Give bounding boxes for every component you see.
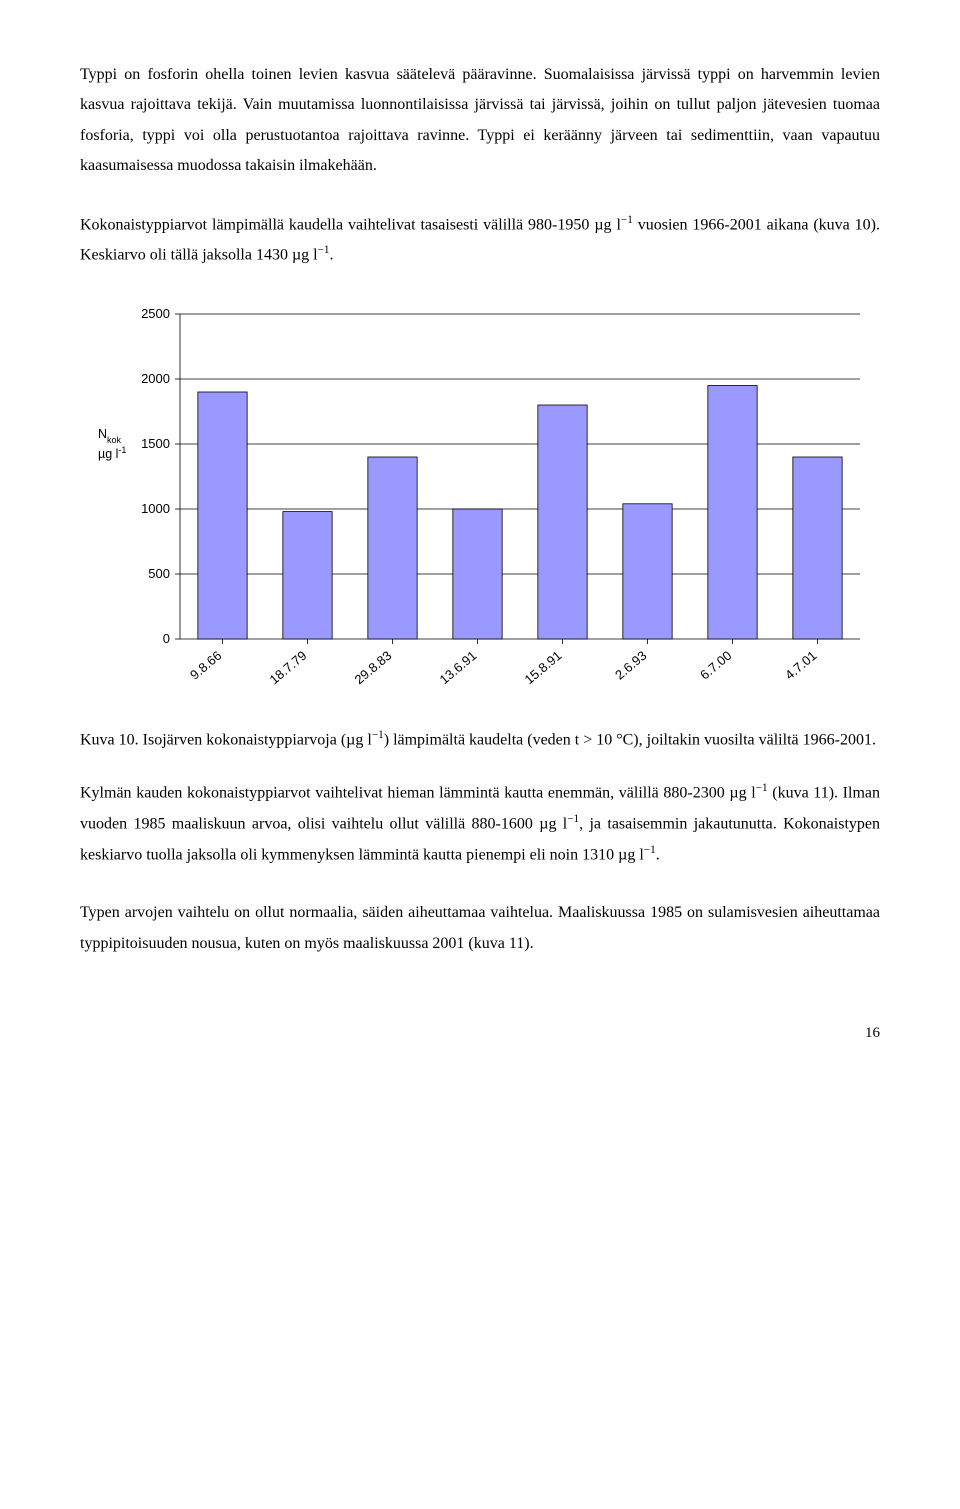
- p2-text-c: .: [330, 247, 334, 264]
- unit-neg1: −1: [318, 244, 330, 256]
- paragraph-2: Kokonaistyppiarvot lämpimällä kaudella v…: [80, 210, 880, 271]
- svg-text:Nkok: Nkok: [98, 427, 122, 445]
- paragraph-3: Kylmän kauden kokonaistyppiarvot vaihtel…: [80, 778, 880, 870]
- svg-text:6.7.00: 6.7.00: [697, 648, 734, 683]
- caption-b: ) lämpimältä kaudelta (veden t > 10 °C),…: [384, 731, 876, 748]
- p2-text-a: Kokonaistyppiarvot lämpimällä kaudella v…: [80, 216, 594, 233]
- svg-text:13.6.91: 13.6.91: [437, 648, 480, 687]
- chart-container: 0 500 1000 1500 2000 2500 9.8.66 18.7.79 29.8.83…: [80, 299, 880, 719]
- unit-ugl: µg l: [729, 785, 755, 802]
- svg-text:2000: 2000: [141, 371, 170, 386]
- svg-text:0: 0: [163, 631, 170, 646]
- page-number: 16: [80, 1019, 880, 1048]
- unit-neg1: −1: [372, 729, 384, 741]
- unit-ugl: µg l: [594, 216, 621, 233]
- unit-neg1: −1: [567, 813, 579, 825]
- svg-text:2.6.93: 2.6.93: [612, 648, 649, 683]
- svg-text:2500: 2500: [141, 306, 170, 321]
- svg-text:µg l-1: µg l-1: [98, 445, 126, 461]
- unit-neg1: −1: [756, 782, 768, 794]
- unit-ugl: µg l: [292, 247, 318, 264]
- svg-text:9.8.66: 9.8.66: [187, 648, 224, 683]
- svg-text:1500: 1500: [141, 436, 170, 451]
- unit-ugl: µg l: [346, 731, 372, 748]
- caption-a: Kuva 10. Isojärven kokonaistyppiarvoja (: [80, 731, 346, 748]
- svg-text:500: 500: [148, 566, 170, 581]
- svg-text:29.8.83: 29.8.83: [352, 648, 395, 687]
- paragraph-1: Typpi on fosforin ohella toinen levien k…: [80, 60, 880, 182]
- paragraph-4: Typen arvojen vaihtelu on ollut normaali…: [80, 898, 880, 959]
- figure-caption: Kuva 10. Isojärven kokonaistyppiarvoja (…: [80, 727, 880, 752]
- unit-ugl: µg l: [539, 815, 567, 832]
- svg-text:4.7.01: 4.7.01: [782, 648, 819, 683]
- svg-text:1000: 1000: [141, 501, 170, 516]
- svg-text:15.8.91: 15.8.91: [522, 648, 565, 687]
- bar-chart: 0 500 1000 1500 2000 2500 9.8.66 18.7.79 29.8.83…: [80, 299, 880, 719]
- svg-text:18.7.79: 18.7.79: [267, 648, 310, 687]
- p3-text-a: Kylmän kauden kokonaistyppiarvot vaihtel…: [80, 785, 729, 802]
- unit-neg1: −1: [621, 214, 633, 226]
- unit-ugl: µg l: [618, 846, 644, 863]
- unit-neg1: −1: [644, 844, 656, 856]
- p3-text-d: .: [656, 846, 660, 863]
